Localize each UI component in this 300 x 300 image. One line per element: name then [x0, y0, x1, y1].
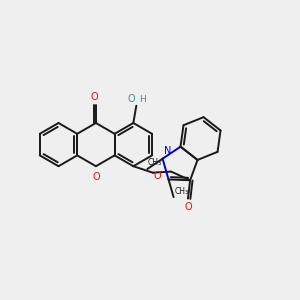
Text: O: O [184, 202, 192, 212]
Text: O: O [153, 171, 161, 181]
Text: H: H [139, 95, 146, 104]
Text: O: O [92, 172, 100, 182]
Text: CH₃: CH₃ [174, 187, 188, 196]
Text: N: N [164, 146, 171, 156]
Text: O: O [128, 94, 135, 104]
Text: CH₃: CH₃ [148, 158, 162, 167]
Text: O: O [91, 92, 98, 102]
